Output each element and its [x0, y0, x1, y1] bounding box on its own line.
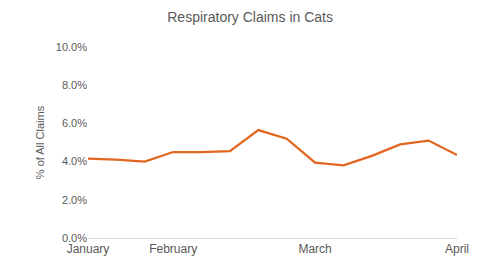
svg-text:0.0%: 0.0%: [62, 232, 87, 244]
svg-text:January: January: [67, 242, 110, 256]
svg-text:2.0%: 2.0%: [62, 194, 87, 206]
svg-text:February: February: [149, 242, 197, 256]
svg-text:4.0%: 4.0%: [62, 155, 87, 167]
svg-text:10.0%: 10.0%: [56, 41, 87, 53]
svg-text:6.0%: 6.0%: [62, 117, 87, 129]
svg-text:8.0%: 8.0%: [62, 79, 87, 91]
svg-text:April: April: [445, 242, 469, 256]
svg-text:Respiratory Claims in Cats: Respiratory Claims in Cats: [167, 9, 333, 25]
svg-text:March: March: [298, 242, 331, 256]
svg-text:% of All Claims: % of All Claims: [34, 105, 46, 179]
